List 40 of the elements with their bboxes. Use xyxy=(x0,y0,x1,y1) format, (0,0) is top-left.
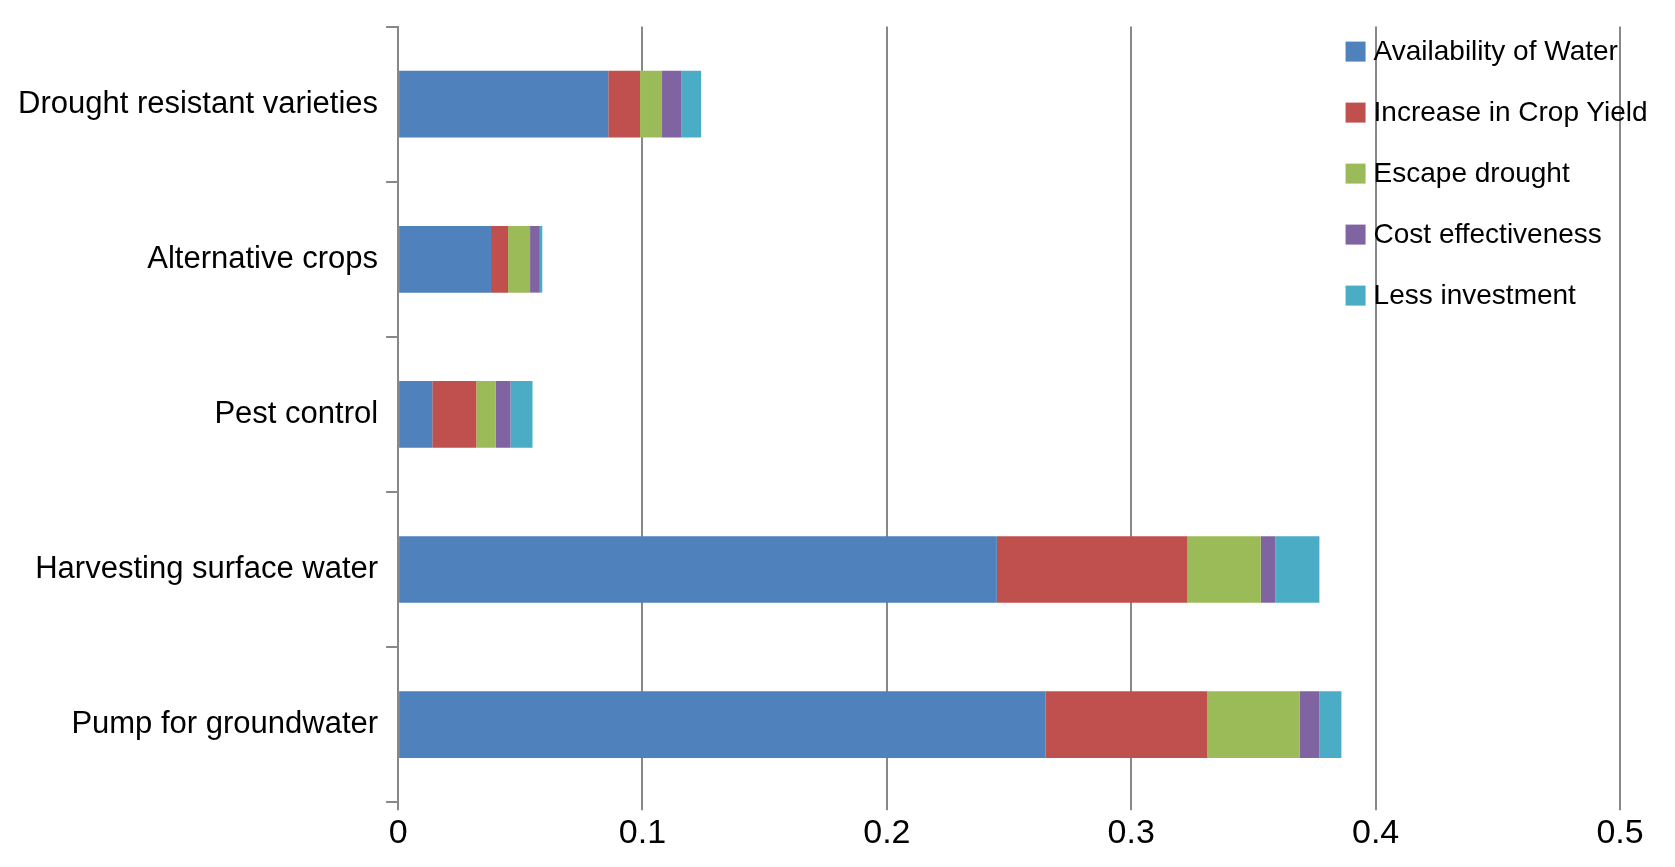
bar xyxy=(681,70,702,138)
bar xyxy=(1260,536,1276,603)
legend-label: Escape drought xyxy=(1373,157,1570,189)
bar xyxy=(608,70,641,138)
bar xyxy=(640,70,663,138)
y-tick-label: Drought resistant varieties xyxy=(17,84,379,120)
bar xyxy=(508,225,531,293)
x-tick-label: 0.3 xyxy=(1107,811,1155,850)
bar xyxy=(1045,691,1207,758)
bar xyxy=(1207,691,1300,758)
y-tick-label: Harvesting surface water xyxy=(35,550,379,586)
bar xyxy=(399,381,433,448)
bar xyxy=(1187,536,1261,603)
bar xyxy=(495,381,511,448)
x-tick-label: 0.4 xyxy=(1351,811,1400,850)
bar xyxy=(1275,536,1320,603)
bar xyxy=(432,381,477,448)
bar xyxy=(399,225,491,293)
legend-label: Availability of Water xyxy=(1373,35,1618,67)
bar xyxy=(490,225,509,293)
legend-label: Cost effectiveness xyxy=(1373,218,1602,250)
bar xyxy=(530,225,540,293)
x-tick-label: 0.2 xyxy=(863,811,911,850)
bar xyxy=(1299,691,1320,758)
x-tick-label: 0 xyxy=(388,811,408,850)
bar xyxy=(399,70,609,138)
y-tick-label: Pest control xyxy=(214,394,379,430)
legend-label: Increase in Crop Yield xyxy=(1373,96,1648,128)
x-tick-label: 0.1 xyxy=(618,811,667,850)
bar xyxy=(996,536,1188,603)
y-tick-label: Alternative crops xyxy=(147,239,379,275)
bar xyxy=(1319,691,1342,758)
bar xyxy=(510,381,533,448)
bar xyxy=(662,70,682,138)
bar xyxy=(399,536,997,603)
bar xyxy=(476,381,496,448)
bar xyxy=(399,691,1046,758)
legend-label: Less investment xyxy=(1373,279,1577,311)
y-tick-label: Pump for groundwater xyxy=(71,705,379,741)
x-tick-label: 0.5 xyxy=(1596,811,1644,850)
